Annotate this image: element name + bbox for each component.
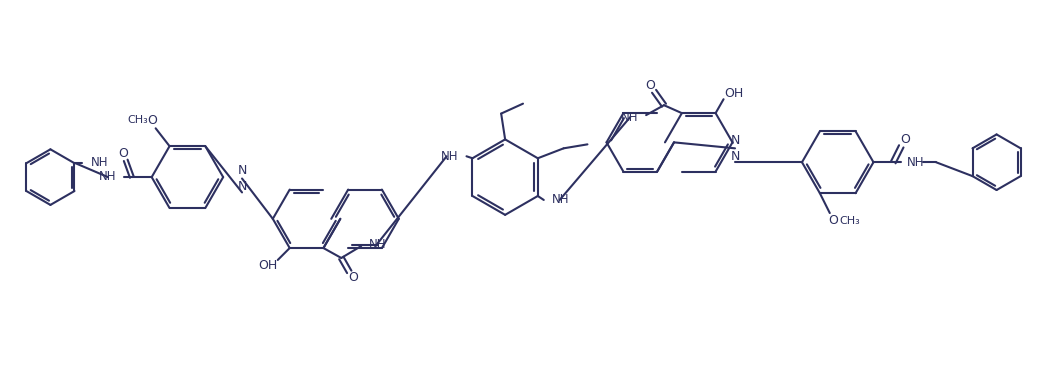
Text: OH: OH — [724, 87, 743, 100]
Text: N: N — [237, 164, 247, 177]
Text: NH: NH — [907, 156, 924, 169]
Text: NH: NH — [369, 238, 387, 250]
Text: O: O — [827, 214, 838, 228]
Text: O: O — [900, 133, 910, 146]
Text: CH₃: CH₃ — [128, 115, 149, 125]
Text: NH: NH — [441, 150, 458, 163]
Text: NH: NH — [98, 170, 116, 183]
Text: NH: NH — [551, 194, 569, 206]
Text: N: N — [730, 134, 740, 147]
Text: O: O — [645, 79, 655, 92]
Text: O: O — [347, 271, 358, 284]
Text: O: O — [118, 147, 129, 160]
Text: NH: NH — [620, 111, 638, 123]
Text: N: N — [730, 150, 740, 163]
Text: OH: OH — [258, 259, 277, 272]
Text: NH: NH — [90, 156, 108, 169]
Text: O: O — [147, 114, 158, 127]
Text: N: N — [237, 180, 247, 193]
Text: CH₃: CH₃ — [839, 216, 860, 226]
